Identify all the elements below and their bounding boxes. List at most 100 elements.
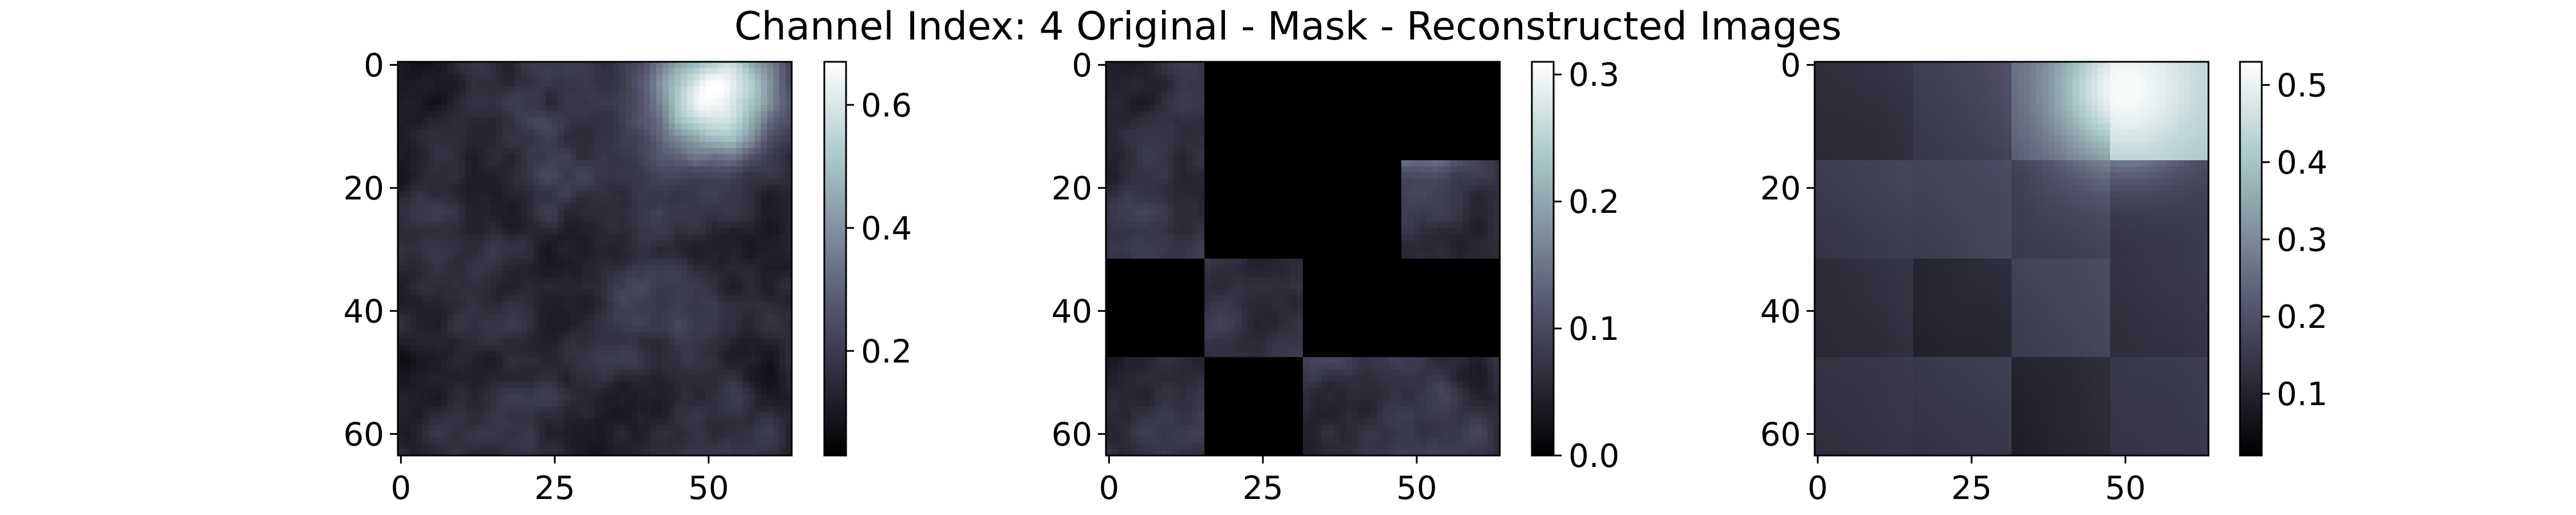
heatmap-cell bbox=[570, 123, 577, 130]
heatmap-cell bbox=[527, 228, 534, 235]
heatmap-cell bbox=[773, 363, 780, 370]
heatmap-cell bbox=[515, 129, 521, 136]
heatmap-cell bbox=[564, 332, 571, 339]
heatmap-cell bbox=[570, 387, 577, 395]
heatmap-cell bbox=[546, 129, 552, 136]
heatmap-cell bbox=[416, 425, 423, 431]
heatmap-cell bbox=[465, 141, 472, 149]
heatmap-cell bbox=[613, 228, 620, 235]
heatmap-cell bbox=[422, 80, 429, 87]
heatmap-cell bbox=[705, 332, 712, 339]
heatmap-cell bbox=[472, 308, 479, 315]
heatmap-cell bbox=[1333, 141, 1341, 149]
heatmap-cell bbox=[767, 271, 774, 278]
heatmap-cell bbox=[748, 221, 756, 228]
heatmap-cell bbox=[669, 314, 675, 321]
heatmap-cell bbox=[527, 259, 534, 266]
heatmap-cell bbox=[422, 172, 429, 179]
heatmap-cell bbox=[576, 185, 583, 192]
heatmap-cell bbox=[638, 326, 645, 333]
heatmap-cell bbox=[736, 412, 743, 419]
heatmap-cell bbox=[410, 148, 417, 154]
heatmap-cell bbox=[644, 62, 651, 69]
heatmap-cell bbox=[1235, 62, 1242, 69]
heatmap-cell bbox=[625, 166, 633, 173]
heatmap-cell bbox=[459, 277, 466, 284]
heatmap-cell bbox=[656, 314, 663, 321]
heatmap-cell bbox=[687, 382, 694, 389]
heatmap-cell bbox=[681, 179, 688, 185]
heatmap-cell bbox=[1266, 74, 1273, 81]
heatmap-cell bbox=[490, 148, 497, 154]
heatmap-cell bbox=[465, 197, 472, 204]
heatmap-cell bbox=[477, 375, 485, 382]
heatmap-cell bbox=[576, 160, 583, 167]
heatmap-cell bbox=[416, 351, 423, 358]
heatmap-cell bbox=[650, 228, 657, 235]
heatmap-cell bbox=[515, 191, 521, 198]
heatmap-cell bbox=[748, 283, 756, 290]
heatmap-cell bbox=[712, 449, 718, 456]
heatmap-cell bbox=[773, 148, 780, 154]
heatmap-cell bbox=[404, 449, 411, 456]
heatmap-cell bbox=[472, 363, 479, 370]
heatmap-cell bbox=[669, 80, 675, 87]
heatmap-cell bbox=[767, 332, 774, 339]
heatmap-cell bbox=[1180, 86, 1187, 93]
heatmap-cell bbox=[484, 117, 491, 124]
heatmap-cell bbox=[502, 308, 509, 315]
heatmap-cell bbox=[748, 338, 756, 346]
heatmap-cell bbox=[527, 221, 534, 228]
heatmap-cell bbox=[687, 418, 694, 425]
heatmap-cell bbox=[724, 259, 731, 266]
heatmap-cell bbox=[631, 209, 638, 216]
heatmap-cell bbox=[736, 443, 743, 450]
heatmap-cell bbox=[699, 382, 706, 389]
heatmap-cell bbox=[754, 166, 761, 173]
heatmap-cell bbox=[1174, 98, 1180, 105]
heatmap-cell bbox=[681, 62, 688, 69]
heatmap-cell bbox=[595, 289, 602, 296]
heatmap-cell bbox=[1254, 141, 1261, 149]
heatmap-cell bbox=[1389, 68, 1396, 75]
heatmap-cell bbox=[1174, 86, 1180, 93]
heatmap-cell bbox=[662, 197, 669, 204]
heatmap-cell bbox=[515, 332, 521, 339]
heatmap-cell bbox=[404, 406, 411, 413]
heatmap-cell bbox=[472, 277, 479, 284]
heatmap-cell bbox=[718, 228, 725, 235]
heatmap-cell bbox=[638, 111, 645, 118]
heatmap-cell bbox=[558, 148, 564, 154]
heatmap-cell bbox=[625, 228, 633, 235]
heatmap-cell bbox=[1377, 98, 1384, 105]
heatmap-cell bbox=[779, 283, 786, 290]
heatmap-cell bbox=[638, 160, 645, 167]
heatmap-cell bbox=[1438, 62, 1445, 69]
heatmap-cell bbox=[588, 289, 595, 296]
heatmap-cell bbox=[595, 98, 602, 105]
heatmap-cell bbox=[428, 449, 436, 456]
heatmap-cell bbox=[699, 394, 706, 401]
heatmap-cell bbox=[1413, 136, 1420, 142]
heatmap-cell bbox=[1444, 117, 1451, 124]
heatmap-cell bbox=[705, 160, 712, 167]
heatmap-cell bbox=[1358, 105, 1365, 112]
heatmap-cell bbox=[434, 166, 441, 173]
heatmap-cell bbox=[434, 264, 441, 272]
heatmap-cell bbox=[625, 141, 633, 149]
heatmap-cell bbox=[576, 431, 583, 438]
heatmap-cell bbox=[416, 308, 423, 315]
heatmap-cell bbox=[502, 148, 509, 154]
heatmap-cell bbox=[767, 62, 774, 69]
heatmap-cell bbox=[1131, 80, 1137, 87]
heatmap-cell bbox=[779, 332, 786, 339]
heatmap-cell bbox=[521, 437, 528, 444]
heatmap-cell bbox=[785, 418, 792, 425]
heatmap-cell bbox=[773, 277, 780, 284]
heatmap-cell bbox=[428, 129, 436, 136]
heatmap-cell bbox=[1131, 111, 1137, 118]
heatmap-cell bbox=[619, 351, 626, 358]
heatmap-cell bbox=[434, 221, 441, 228]
heatmap-cell bbox=[669, 203, 675, 210]
heatmap-cell bbox=[650, 375, 657, 382]
